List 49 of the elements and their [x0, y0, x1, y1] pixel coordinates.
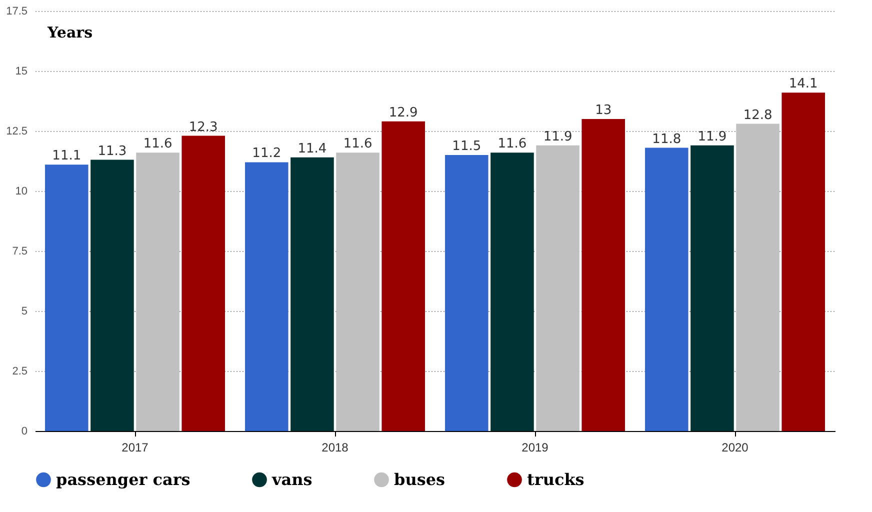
x-tick-label: 2018 — [322, 440, 349, 454]
bar — [490, 152, 534, 431]
y-tick-label: 10 — [15, 186, 28, 198]
bar — [182, 136, 225, 431]
y-axis-title: Years — [46, 24, 93, 42]
y-tick-label: 0 — [21, 426, 28, 438]
legend-label: passenger cars — [56, 470, 190, 489]
legend-label: buses — [394, 470, 446, 489]
bar — [690, 145, 734, 431]
data-label: 11.6 — [498, 136, 527, 152]
data-label: 13 — [595, 103, 612, 118]
x-tick-label: 2017 — [122, 440, 149, 454]
data-label: 11.6 — [143, 136, 172, 152]
data-label: 12.9 — [388, 105, 418, 120]
data-label: 11.9 — [543, 129, 572, 144]
bar — [582, 119, 625, 431]
x-tick-label: 2020 — [722, 440, 749, 454]
y-tick-label: 2.5 — [12, 366, 28, 378]
bar — [290, 157, 334, 431]
bar — [736, 124, 780, 431]
bar — [382, 121, 425, 431]
data-label: 11.1 — [52, 148, 82, 164]
data-label: 12.3 — [188, 120, 218, 135]
bar — [645, 148, 688, 431]
data-label: 11.8 — [652, 132, 682, 147]
y-tick-label: 17.5 — [6, 6, 28, 18]
data-label: 12.8 — [743, 108, 772, 123]
bar — [782, 92, 825, 431]
data-label: 11.3 — [98, 144, 127, 159]
bar — [90, 160, 134, 431]
data-label: 11.5 — [452, 139, 482, 154]
y-tick-label: 12.5 — [6, 126, 28, 138]
y-tick-label: 7.5 — [12, 246, 28, 258]
x-tick-label: 2019 — [522, 440, 549, 454]
bar — [536, 145, 580, 431]
data-label: 11.9 — [698, 129, 727, 144]
bar — [245, 162, 288, 431]
bar — [445, 155, 488, 431]
legend-label: vans — [271, 470, 312, 489]
data-label: 11.2 — [252, 146, 282, 162]
data-label: 11.4 — [298, 141, 327, 156]
data-label: 14.1 — [788, 76, 818, 92]
bar — [136, 152, 180, 431]
y-tick-label: 15 — [15, 66, 28, 78]
bar — [45, 164, 88, 431]
legend-label: trucks — [527, 470, 584, 489]
y-tick-label: 5 — [21, 306, 28, 318]
bar — [336, 152, 380, 431]
data-label: 11.6 — [343, 136, 372, 152]
